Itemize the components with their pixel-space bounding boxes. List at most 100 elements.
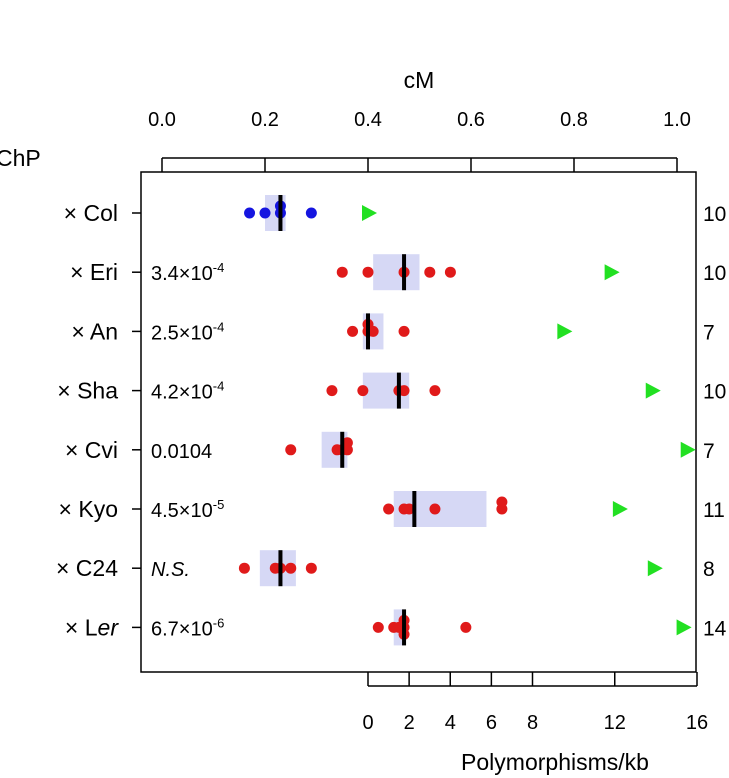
- row-label-text: × C24: [56, 555, 118, 581]
- p-value: 2.5×10-4: [151, 319, 224, 344]
- row-group: × C24 N.S. 8: [56, 550, 715, 587]
- p-value-base: 4.2×10: [151, 382, 213, 404]
- row-label: × Eri: [70, 259, 118, 285]
- row-count: 14: [703, 617, 727, 640]
- rows-layer: × Col 10× Eri 3.4×10-4 10× An 2.5×10-4 7× Sha…: [56, 195, 727, 646]
- p-value-exponent: -5: [213, 497, 225, 512]
- bottom-tick-label: 8: [527, 712, 538, 734]
- p-value-exponent: -4: [213, 319, 225, 334]
- top-axis-title: cM: [404, 67, 435, 93]
- row-label-text: × Eri: [70, 259, 118, 285]
- polymorphism-marker: [680, 441, 696, 458]
- p-value-base: N.S.: [151, 559, 190, 581]
- row-count: 7: [703, 440, 715, 463]
- top-tick-label: 0.2: [251, 109, 279, 131]
- data-point: [357, 385, 369, 397]
- row-count: 10: [703, 203, 726, 226]
- polymorphism-marker: [647, 560, 663, 577]
- data-point: [367, 325, 379, 337]
- data-point: [444, 266, 456, 278]
- data-point: [403, 503, 415, 515]
- top-tick-label: 0.8: [560, 109, 588, 131]
- row-label-text: × L: [65, 614, 98, 640]
- top-tick-label: 0.0: [148, 109, 176, 131]
- row-label: × Cvi: [65, 437, 118, 463]
- row-label-text: × Col: [64, 200, 118, 226]
- polymorphism-marker: [645, 382, 661, 399]
- row-label-text: × Kyo: [59, 496, 118, 522]
- polymorphism-marker: [604, 264, 620, 281]
- data-point: [429, 385, 441, 397]
- row-label-text: × Sha: [57, 378, 118, 404]
- row-count: 11: [703, 499, 725, 522]
- data-point: [336, 266, 348, 278]
- data-point: [460, 621, 472, 633]
- data-point: [305, 562, 317, 574]
- row-group: × Eri 3.4×10-4 10: [70, 254, 726, 291]
- p-value-base: 6.7×10: [151, 618, 213, 640]
- p-value: 6.7×10-6: [151, 615, 224, 640]
- row-count: 7: [703, 321, 715, 344]
- data-point: [362, 266, 374, 278]
- data-point: [305, 207, 317, 219]
- polymorphism-marker: [612, 501, 628, 517]
- p-value-base: 0.0104: [151, 441, 212, 463]
- polymorphism-marker: [676, 619, 692, 636]
- data-point: [285, 562, 297, 574]
- polymorphism-marker: [557, 323, 573, 340]
- p-value-exponent: -4: [213, 379, 225, 394]
- iqr-box: [373, 254, 420, 291]
- row-label: × Kyo: [59, 496, 118, 522]
- top-tick-label: 0.4: [354, 109, 382, 131]
- row-label: × Ler: [65, 614, 119, 640]
- data-point: [424, 266, 436, 278]
- data-point: [341, 437, 353, 449]
- p-value: 4.2×10-4: [151, 379, 224, 404]
- row-group: × Ler 6.7×10-6 14: [65, 609, 727, 646]
- data-point: [398, 385, 410, 397]
- bottom-tick-label: 6: [486, 712, 497, 734]
- row-group: × An 2.5×10-4 7: [71, 313, 715, 350]
- row-axis-header: ChP: [0, 145, 41, 171]
- data-point: [398, 325, 410, 337]
- row-group: × Sha 4.2×10-4 10: [57, 372, 726, 409]
- data-point: [326, 385, 338, 397]
- p-value: N.S.: [151, 559, 190, 581]
- bottom-axis-title: Polymorphisms/kb: [461, 749, 649, 775]
- row-label-italic: er: [98, 614, 120, 640]
- data-point: [244, 207, 256, 219]
- p-value-base: 2.5×10: [151, 322, 213, 344]
- row-label-text: × An: [71, 318, 118, 344]
- bottom-tick-label: 0: [362, 712, 373, 734]
- p-value-exponent: -4: [213, 260, 225, 275]
- p-value-base: 4.5×10: [151, 500, 213, 522]
- p-value-base: 3.4×10: [151, 263, 213, 285]
- data-point: [496, 496, 508, 508]
- row-count: 8: [703, 558, 715, 581]
- data-point: [259, 207, 271, 219]
- bottom-tick-label: 4: [445, 712, 456, 734]
- top-tick-label: 1.0: [663, 109, 691, 131]
- row-group: × Col 10: [64, 195, 726, 231]
- bottom-tick-label: 12: [604, 712, 626, 734]
- data-point: [285, 444, 297, 456]
- plot-frame: [140, 171, 697, 673]
- p-value: 0.0104: [151, 441, 212, 463]
- p-value-exponent: -6: [213, 615, 225, 630]
- data-point: [347, 325, 359, 337]
- row-count: 10: [703, 381, 726, 404]
- row-label: × C24: [56, 555, 118, 581]
- data-point: [429, 503, 441, 515]
- row-label: × An: [71, 318, 118, 344]
- row-label-text: × Cvi: [65, 437, 118, 463]
- bottom-tick-label: 16: [686, 712, 708, 734]
- p-value: 3.4×10-4: [151, 260, 224, 285]
- p-value: 4.5×10-5: [151, 497, 224, 522]
- top-axis: cM 0.0 0.2 0.4 0.6 0.8 1.0: [148, 67, 691, 172]
- bottom-tick-label: 2: [404, 712, 415, 734]
- row-label: × Col: [64, 200, 118, 226]
- top-tick-label: 0.6: [457, 109, 485, 131]
- bottom-axis: Polymorphisms/kb 0 2 4 6 8 12 16: [362, 672, 708, 775]
- polymorphism-marker: [362, 205, 377, 221]
